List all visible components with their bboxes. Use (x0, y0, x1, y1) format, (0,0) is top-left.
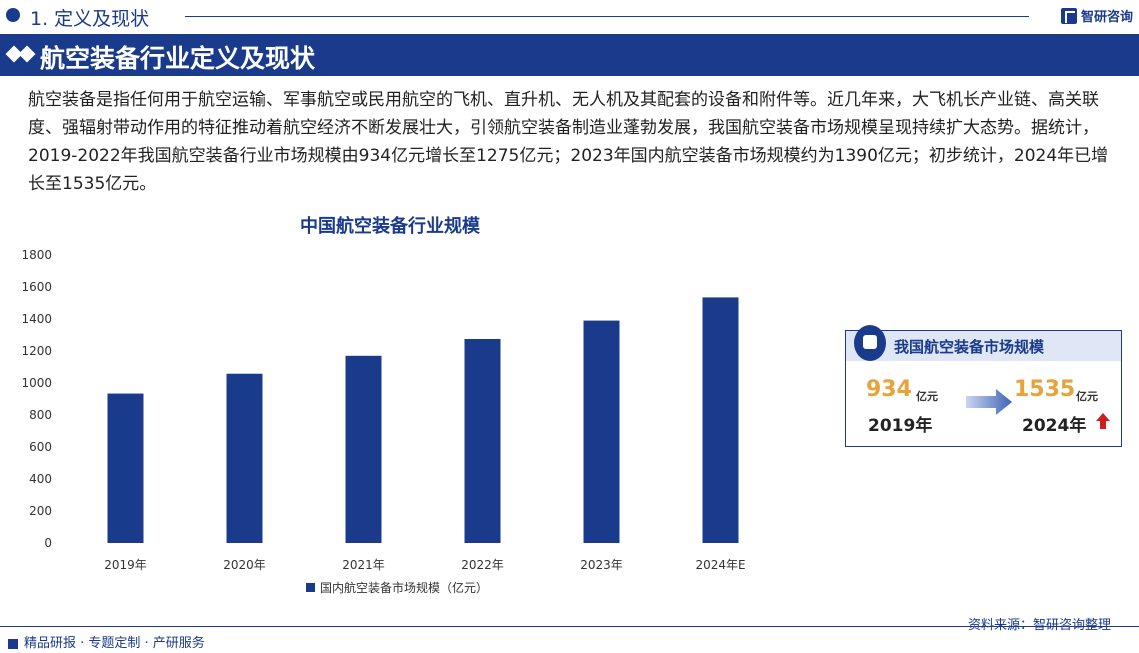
start-year: 2019年 (868, 416, 933, 436)
data-source: 资料来源：智研咨询整理 (967, 618, 1111, 633)
x-tick-label: 2021年 (342, 558, 385, 572)
end-unit: 亿元 (1076, 390, 1098, 403)
end-value: 1535 (1014, 377, 1076, 402)
footer: 精品研报 · 专题定制 · 产研服务 (0, 626, 1139, 653)
logo-icon (1060, 7, 1077, 24)
y-tick-label: 1400 (21, 312, 52, 326)
section-title: 1. 定义及现状 (30, 8, 150, 30)
description-paragraph: 航空装备是指任何用于航空运输、军事航空或民用航空的飞机、直升机、无人机及其配套的… (28, 90, 1109, 194)
x-tick-label: 2019年 (104, 558, 147, 572)
y-tick-label: 1800 (21, 248, 52, 262)
header-divider (185, 16, 1029, 17)
start-unit: 亿元 (916, 390, 938, 403)
chart-title: 中国航空装备行业规模 (300, 216, 480, 237)
y-tick-label: 600 (29, 440, 52, 454)
footer-tagline: 精品研报 · 专题定制 · 产研服务 (8, 632, 205, 651)
right-arrow-icon (966, 389, 1012, 415)
y-tick-label: 200 (29, 504, 52, 518)
bar (702, 297, 739, 543)
bar (583, 320, 620, 543)
end-year: 2024年 (1022, 416, 1087, 436)
x-tick-label: 2024年E (695, 558, 745, 572)
bar-chart: 0 200 400 600 800 1000 1200 1400 1600 1800 2019年 20… (21, 248, 745, 595)
logo-text: 智研咨询 (1080, 10, 1133, 25)
y-tick-label: 1600 (21, 280, 52, 294)
section-dot-icon (6, 8, 20, 22)
square-icon (8, 638, 18, 649)
up-arrow-icon (1096, 413, 1110, 429)
y-tick-label: 0 (44, 536, 52, 550)
y-tick-label: 800 (29, 408, 52, 422)
banner-title: 航空装备行业定义及现状 (40, 44, 316, 73)
x-tick-label: 2023年 (580, 558, 623, 572)
legend-swatch (306, 583, 315, 592)
infobox-title: 我国航空装备市场规模 (894, 338, 1045, 356)
x-tick-label: 2022年 (461, 558, 504, 572)
infobox-header (846, 331, 1121, 361)
bar (345, 355, 382, 543)
market-size-infobox: 我国航空装备市场规模 934 亿元 2019年 1535 亿元 2024年 (845, 325, 1122, 447)
footer-divider (0, 626, 1139, 627)
y-tick-label: 1000 (21, 376, 52, 390)
y-tick-label: 1200 (21, 344, 52, 358)
legend-label: 国内航空装备市场规模（亿元） (320, 580, 488, 595)
footer-tagline-text: 精品研报 · 专题定制 · 产研服务 (24, 636, 205, 651)
x-tick-label: 2020年 (223, 558, 266, 572)
title-banner: 航空装备行业定义及现状 (0, 34, 1139, 76)
diamond-icon (5, 45, 36, 63)
start-value: 934 (866, 377, 912, 402)
bar (464, 339, 501, 543)
bar (226, 373, 263, 543)
bar (107, 393, 144, 543)
logo: 智研咨询 (1060, 6, 1133, 25)
top-bar: 1. 定义及现状 智研咨询 (0, 0, 1139, 34)
y-tick-label: 400 (29, 472, 52, 486)
chart-badge-icon (854, 325, 886, 361)
